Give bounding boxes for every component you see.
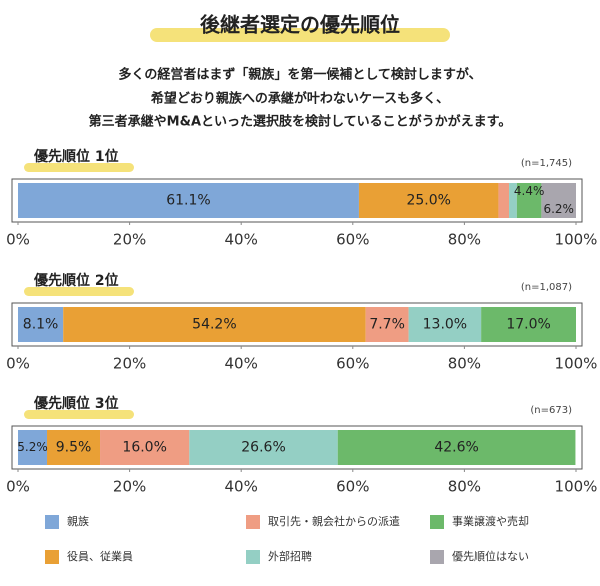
x-tick-label: 20% [113, 355, 146, 373]
description: 多くの経営者はまず「親族」を第一候補として検討しますが、 [118, 67, 481, 83]
x-tick-label: 20% [113, 478, 146, 496]
x-tick-label: 80% [448, 478, 481, 496]
bar-segment [541, 183, 576, 218]
bar-segment [18, 183, 359, 218]
bar-segment [509, 183, 517, 218]
bar-segment [18, 307, 64, 342]
legend-swatch [45, 550, 59, 564]
bar-segment [337, 430, 576, 465]
legend-swatch [246, 550, 260, 564]
value-label: 6.2% [543, 202, 574, 216]
value-label: 42.6% [434, 440, 478, 456]
legend-swatch [430, 550, 444, 564]
title-highlight [150, 28, 450, 42]
value-label: 7.7% [369, 317, 405, 333]
bar-segment [358, 183, 499, 218]
sample-size: (n=673) [530, 405, 572, 416]
value-label: 13.0% [423, 317, 467, 333]
section-title: 優先順位 1位 [33, 148, 119, 165]
bar-segment [516, 183, 542, 218]
x-tick-label: 100% [555, 478, 598, 496]
bar-frame [11, 425, 583, 470]
legend-swatch [45, 515, 59, 529]
sample-size: (n=1,087) [521, 282, 572, 293]
bar-segment [18, 430, 48, 465]
x-tick-label: 100% [555, 355, 598, 373]
legend-swatch [430, 515, 444, 529]
bar-frame [11, 178, 583, 223]
section-highlight [24, 287, 134, 296]
bar-segment [365, 307, 409, 342]
value-label: 61.1% [166, 193, 210, 209]
x-tick-label: 100% [555, 231, 598, 249]
legend-label: 親族 [67, 514, 89, 528]
x-tick-label: 0% [6, 231, 30, 249]
legend-swatch [246, 515, 260, 529]
x-tick-label: 60% [336, 478, 369, 496]
value-label: 54.2% [192, 317, 236, 333]
legend-label: 取引先・親会社からの派遣 [268, 514, 400, 528]
value-label: 26.6% [241, 440, 285, 456]
x-tick-label: 20% [113, 231, 146, 249]
value-label: 9.5% [56, 440, 92, 456]
bar-segment [481, 307, 576, 342]
legend-label: 外部招聘 [268, 549, 312, 563]
sample-size: (n=1,745) [521, 158, 572, 169]
bar-segment [100, 430, 190, 465]
bar-segment [47, 430, 101, 465]
value-label: 17.0% [506, 317, 550, 333]
x-tick-label: 0% [6, 478, 30, 496]
section-title: 優先順位 3位 [33, 395, 119, 412]
x-tick-label: 40% [225, 355, 258, 373]
value-label: 5.2% [17, 440, 48, 454]
value-label: 16.0% [122, 440, 166, 456]
x-tick-label: 60% [336, 355, 369, 373]
x-tick-label: 0% [6, 355, 30, 373]
section-highlight [24, 163, 134, 172]
page-title: 後継者選定の優先順位 [200, 13, 400, 37]
bar-segment [408, 307, 482, 342]
bar-frame [11, 302, 583, 347]
x-tick-label: 40% [225, 231, 258, 249]
bar-segment [189, 430, 338, 465]
legend-label: 事業譲渡や売却 [452, 514, 529, 528]
legend-label: 役員、従業員 [67, 549, 133, 563]
x-tick-label: 80% [448, 231, 481, 249]
section-title: 優先順位 2位 [33, 272, 119, 289]
x-tick-label: 60% [336, 231, 369, 249]
bar-segment [498, 183, 510, 218]
legend-label: 優先順位はない [452, 549, 529, 563]
value-label: 4.4% [514, 184, 545, 198]
value-label: 25.0% [406, 193, 450, 209]
x-tick-label: 80% [448, 355, 481, 373]
description: 第三者承継やM&Aといった選択肢を検討していることがうかがえます。 [89, 114, 512, 130]
description: 希望どおり親族への承継が叶わないケースも多く、 [151, 91, 449, 107]
section-highlight [24, 410, 134, 419]
value-label: 8.1% [23, 317, 59, 333]
x-tick-label: 40% [225, 478, 258, 496]
bar-segment [63, 307, 366, 342]
